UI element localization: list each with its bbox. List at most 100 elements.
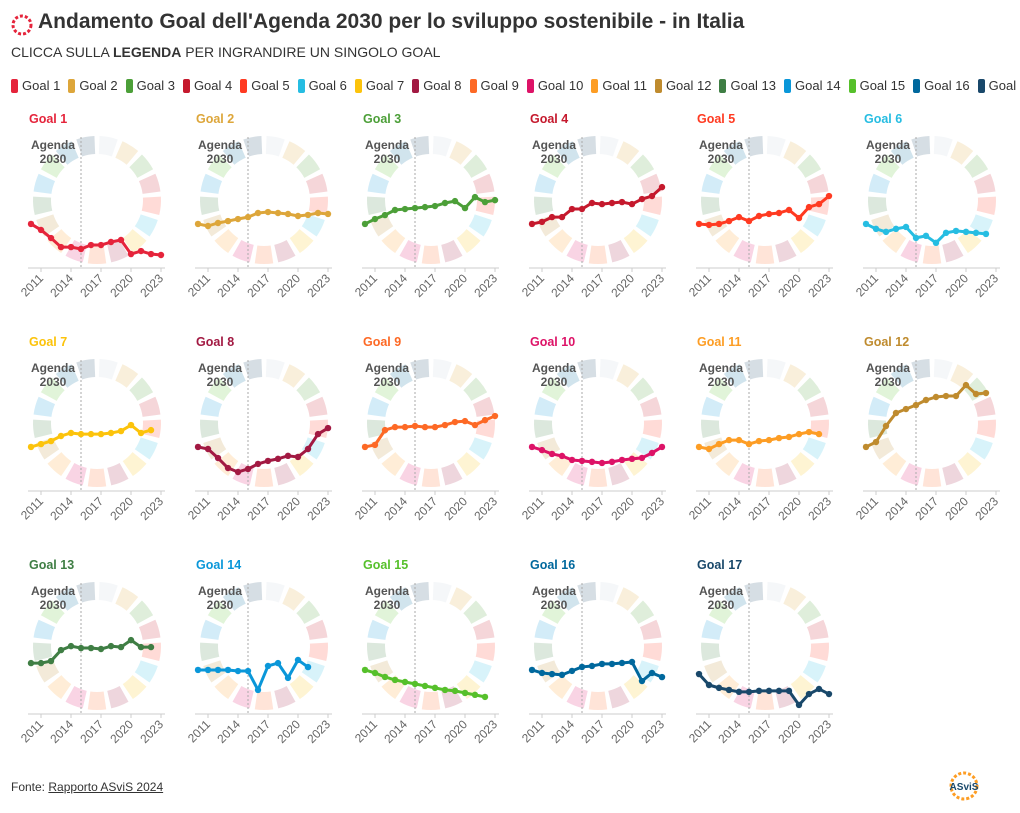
- x-tick-label: 2020: [107, 717, 136, 746]
- panel-title: Goal 14: [196, 558, 241, 572]
- ring-segment: [723, 587, 747, 611]
- annotation: Agenda: [866, 138, 910, 152]
- ring-segment: [115, 141, 139, 165]
- ring-segment: [475, 419, 496, 439]
- ring-segment: [141, 196, 161, 216]
- annotation: Agenda: [31, 361, 75, 375]
- ring-segment: [588, 468, 608, 487]
- data-point: [618, 198, 626, 206]
- ring-segment: [222, 141, 246, 165]
- data-point: [401, 423, 409, 431]
- ring-segment: [76, 136, 96, 157]
- ring-segment: [274, 463, 296, 486]
- ring-segment: [708, 600, 733, 624]
- legend-item[interactable]: Goal 15: [848, 78, 905, 93]
- x-tick-label: 2020: [608, 717, 637, 746]
- legend-item[interactable]: Goal 11: [591, 78, 647, 93]
- legend-item[interactable]: Goal 12: [654, 78, 711, 93]
- ring-segment: [243, 582, 263, 603]
- x-tick-label: 2011: [352, 494, 380, 522]
- data-point: [127, 636, 135, 644]
- legend-item[interactable]: Goal 14: [784, 78, 841, 93]
- x-tick-label: 2023: [137, 271, 166, 300]
- source-link[interactable]: Rapporto ASviS 2024: [48, 780, 164, 794]
- x-tick-label: 2014: [47, 271, 76, 300]
- data-point: [862, 220, 870, 228]
- ring-segment: [55, 364, 79, 388]
- legend-item[interactable]: Goal 2: [68, 78, 118, 93]
- legend-item[interactable]: Goal 7: [354, 78, 404, 93]
- data-point: [638, 195, 646, 203]
- legend-item[interactable]: Goal 16: [913, 78, 970, 93]
- x-tick-label: 2011: [686, 494, 714, 522]
- x-tick-label: 2020: [775, 271, 804, 300]
- x-tick-label: 2017: [578, 494, 607, 523]
- data-point: [97, 645, 105, 653]
- annotation: 2030: [374, 152, 401, 166]
- ring-segment: [733, 463, 755, 486]
- ring-segment: [449, 141, 473, 165]
- ring-segment: [399, 463, 421, 486]
- legend-item[interactable]: Goal 17: [977, 78, 1020, 93]
- ring-segment: [214, 452, 239, 477]
- ring-segment: [733, 686, 755, 709]
- ring-segment: [134, 214, 158, 237]
- ring-segment: [305, 173, 328, 194]
- ring-segment: [232, 240, 254, 263]
- ring-segment: [200, 419, 220, 439]
- legend-item[interactable]: Goal 5: [240, 78, 290, 93]
- data-point: [461, 417, 469, 425]
- x-tick-label: 2014: [47, 494, 76, 523]
- ring-segment: [98, 582, 118, 603]
- legend-swatch: [719, 78, 727, 93]
- ring-segment: [475, 642, 495, 662]
- data-point: [882, 228, 890, 236]
- data-point: [194, 443, 202, 451]
- annotation: 2030: [207, 598, 234, 612]
- ring-segment: [797, 154, 822, 178]
- data-point: [715, 220, 723, 228]
- ring-segment: [87, 468, 107, 487]
- data-point: [765, 687, 773, 695]
- data-point: [37, 226, 45, 234]
- legend-item[interactable]: Goal 8: [412, 78, 462, 93]
- data-point: [568, 456, 576, 464]
- data-point: [982, 389, 990, 397]
- ring-segment: [207, 154, 232, 178]
- ring-segment: [200, 619, 223, 640]
- x-tick-label: 2017: [77, 494, 106, 523]
- ring-segment: [421, 468, 441, 487]
- legend-item[interactable]: Goal 10: [526, 78, 583, 93]
- x-tick-label: 2014: [548, 717, 577, 746]
- ring-segment: [214, 229, 239, 254]
- legend-item[interactable]: Goal 13: [719, 78, 776, 93]
- legend-item[interactable]: Goal 4: [182, 78, 232, 93]
- ring-segment: [138, 619, 161, 640]
- ring-segment: [207, 600, 232, 624]
- panel-title: Goal 12: [864, 335, 909, 349]
- ring-segment: [468, 660, 492, 683]
- data-point: [274, 659, 282, 667]
- ring-segment: [98, 136, 118, 157]
- data-point: [324, 210, 332, 218]
- data-point: [578, 205, 586, 213]
- legend-item[interactable]: Goal 1: [11, 78, 60, 93]
- legend-swatch: [784, 78, 792, 93]
- legend-item[interactable]: Goal 6: [297, 78, 347, 93]
- data-point: [491, 196, 499, 204]
- legend-item[interactable]: Goal 9: [469, 78, 519, 93]
- ring-segment: [33, 196, 53, 216]
- ring-segment: [472, 173, 495, 194]
- x-tick-label: 2017: [77, 717, 106, 746]
- ring-segment: [107, 686, 129, 709]
- ring-segment: [973, 396, 996, 417]
- ring-segment: [534, 396, 557, 417]
- x-tick-label: 2011: [352, 717, 380, 745]
- data-point: [528, 443, 536, 451]
- ring-segment: [282, 141, 306, 165]
- data-point: [391, 423, 399, 431]
- legend-item[interactable]: Goal 3: [125, 78, 175, 93]
